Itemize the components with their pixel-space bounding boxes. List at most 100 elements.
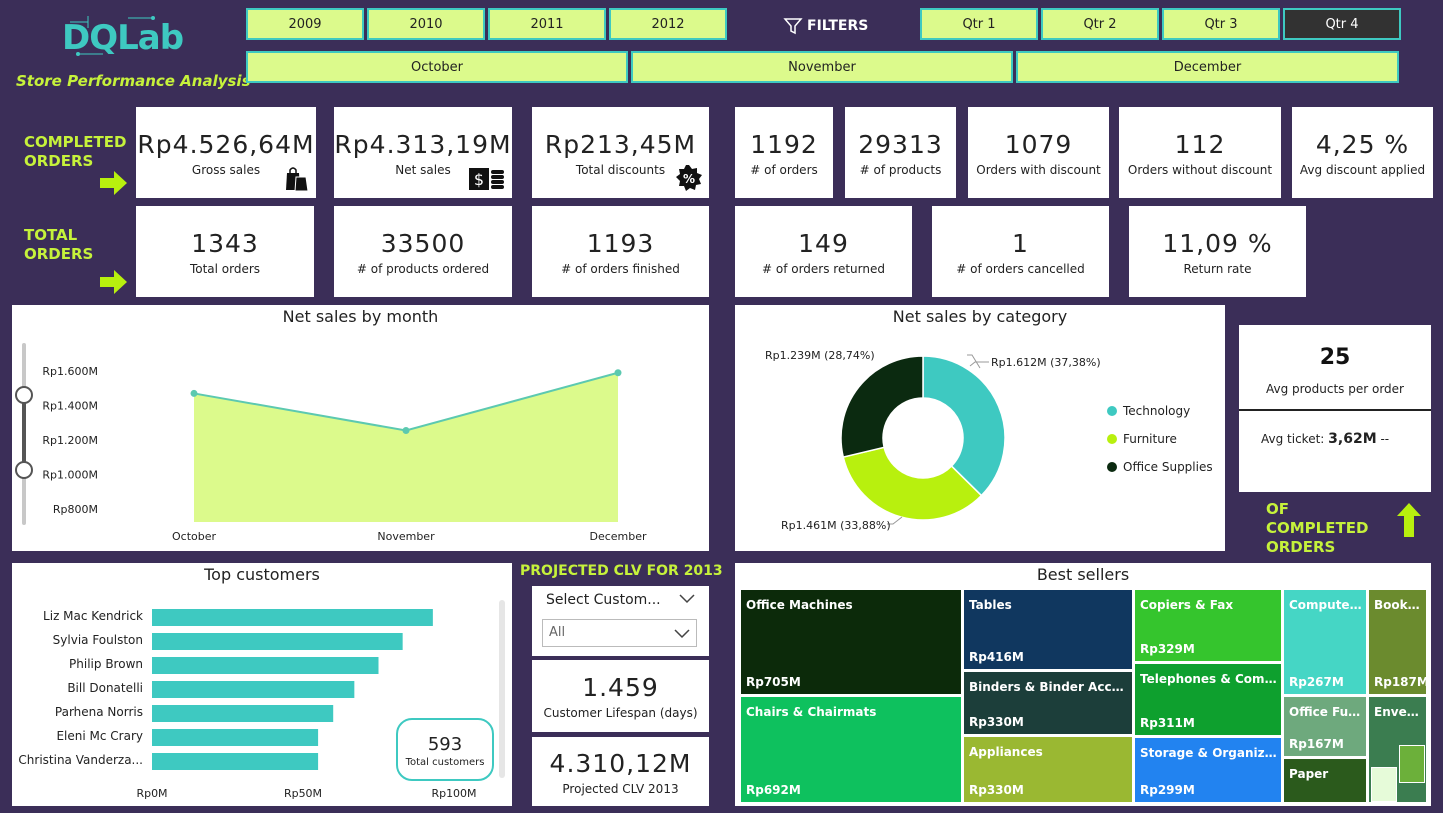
data-point[interactable]: [402, 427, 410, 435]
discount-badge-icon: %: [676, 165, 702, 191]
year-button-2012[interactable]: 2012: [609, 8, 727, 40]
treemap-tile[interactable]: Envel...: [1368, 696, 1427, 803]
treemap-subtile[interactable]: [1371, 767, 1397, 802]
customer-name: Liz Mac Kendrick: [43, 609, 143, 623]
treemap-tile[interactable]: Office Furni... Rp167M: [1283, 696, 1367, 757]
completed-orders-label: COMPLETED ORDERS: [24, 133, 127, 170]
x-tick-label: November: [377, 530, 435, 543]
quarter-button-1[interactable]: Qtr 1: [920, 8, 1038, 40]
kpi-avg-discount: 4,25 % Avg discount applied: [1292, 107, 1433, 198]
avg-ticket-suffix: --: [1380, 432, 1390, 446]
leader-line: [967, 354, 981, 369]
treemap-tile[interactable]: Computer ... Rp267M: [1283, 589, 1367, 695]
money-icon: $: [469, 168, 504, 190]
customer-bar[interactable]: [152, 681, 355, 698]
year-button-2011[interactable]: 2011: [488, 8, 606, 40]
year-button-2010[interactable]: 2010: [367, 8, 485, 40]
logo: [58, 14, 178, 64]
donut-slice-technology[interactable]: [922, 355, 1006, 497]
customer-bar[interactable]: [152, 633, 403, 650]
kpi-label: Customer Lifespan (days): [543, 706, 698, 720]
customer-bar[interactable]: [152, 705, 334, 722]
slice-label-furniture: Rp1.461M (33,88%): [781, 519, 891, 532]
treemap-tile[interactable]: Appliances Rp330M: [963, 736, 1133, 803]
customer-select[interactable]: All: [542, 619, 697, 647]
kpi-value: 1192: [750, 129, 818, 159]
data-point[interactable]: [614, 369, 622, 377]
treemap-tile[interactable]: Bookc... Rp187M: [1368, 589, 1427, 695]
treemap-tile[interactable]: Office Machines Rp705M: [740, 589, 962, 695]
month-button-november[interactable]: November: [631, 51, 1013, 83]
customer-bar[interactable]: [152, 657, 379, 674]
month-button-december[interactable]: December: [1016, 51, 1399, 83]
customer-bar[interactable]: [152, 609, 433, 626]
treemap-tile[interactable]: Telephones & Comm... Rp311M: [1134, 663, 1282, 736]
treemap-tile[interactable]: Chairs & Chairmats Rp692M: [740, 696, 962, 803]
kpi-orders-without-discount: 112 Orders without discount: [1119, 107, 1281, 198]
range-slider-handle-bottom[interactable]: [15, 461, 33, 479]
donut-slice-office-supplies[interactable]: [840, 355, 924, 458]
net-sales-category-donut: Rp1.612M (37,38%) Rp1.461M (33,88%) Rp1.…: [765, 349, 1101, 532]
treemap-tile[interactable]: Binders & Binder Access... Rp330M: [963, 671, 1133, 735]
chevron-down-icon[interactable]: [679, 594, 695, 604]
scrollbar[interactable]: [499, 600, 505, 778]
kpi-projected-clv: 4.310,12M Projected CLV 2013: [532, 737, 709, 806]
quarter-button-4[interactable]: Qtr 4: [1283, 8, 1401, 40]
logo-circuit-icon: [70, 16, 155, 56]
chart-title: Top customers: [204, 565, 320, 584]
customer-bar[interactable]: [152, 753, 319, 770]
tile-value: Rp267M: [1289, 675, 1344, 689]
tile-label: Envel...: [1374, 705, 1422, 719]
avg-products-card: 25 Avg products per order Avg ticket: 3,…: [1239, 325, 1431, 492]
month-button-october[interactable]: October: [246, 51, 628, 83]
legend-item-furniture[interactable]: Furniture: [1107, 432, 1213, 446]
treemap-tile[interactable]: Tables Rp416M: [963, 589, 1133, 670]
svg-text:%: %: [683, 172, 695, 186]
shopping-bags-icon: [286, 167, 309, 192]
quarter-button-2[interactable]: Qtr 2: [1041, 8, 1159, 40]
legend-item-technology[interactable]: Technology: [1107, 404, 1213, 418]
kpi-value: 4.310,12M: [549, 748, 692, 778]
leader-line: [887, 516, 903, 525]
legend-item-office-supplies[interactable]: Office Supplies: [1107, 460, 1213, 474]
filter-icon: [783, 18, 803, 35]
y-tick-label: Rp1.600M: [42, 365, 98, 378]
filters-label: FILTERS: [783, 16, 868, 36]
tile-label: Appliances: [969, 745, 1043, 759]
donut-slice-furniture[interactable]: [842, 446, 983, 521]
chart-title: Net sales by month: [282, 307, 439, 326]
tile-value: Rp167M: [1289, 737, 1344, 751]
x-tick-label: Rp50M: [284, 787, 322, 800]
customer-name: Parhena Norris: [54, 705, 143, 719]
range-slider-handle-top[interactable]: [15, 386, 33, 404]
tile-label: Tables: [969, 598, 1012, 612]
kpi-orders-returned: 149 # of orders returned: [735, 206, 912, 297]
treemap-subtile[interactable]: [1399, 745, 1425, 783]
tile-label: Office Furni...: [1289, 705, 1362, 719]
tile-value: Rp416M: [969, 650, 1024, 664]
kpi-label: # of orders finished: [561, 261, 680, 276]
kpi-value: 1079: [1004, 129, 1073, 159]
kpi-value: 1343: [191, 228, 259, 258]
kpi-value: 1.459: [582, 673, 659, 702]
treemap-tile[interactable]: Storage & Organizati... Rp299M: [1134, 737, 1282, 803]
treemap-tile[interactable]: Paper: [1283, 758, 1367, 803]
kpi-label: Net sales: [395, 162, 451, 177]
customer-bar[interactable]: [152, 729, 319, 746]
kpi-value: 29313: [858, 129, 943, 159]
data-point[interactable]: [190, 389, 198, 397]
x-tick-label: Rp0M: [136, 787, 167, 800]
tile-value: Rp692M: [746, 783, 801, 797]
tile-label: Paper: [1289, 767, 1329, 781]
tile-label: Storage & Organizati...: [1140, 746, 1277, 760]
quarter-button-3[interactable]: Qtr 3: [1162, 8, 1280, 40]
customer-names: Liz Mac Kendrick Sylvia Foulston Philip Br…: [12, 563, 143, 806]
avg-ticket-row: Avg ticket: 3,62M --: [1261, 431, 1389, 447]
kpi-label: Orders without discount: [1127, 162, 1273, 177]
year-button-2009[interactable]: 2009: [246, 8, 364, 40]
arrow-right-icon: [100, 270, 127, 294]
kpi-orders-cancelled: 1 # of orders cancelled: [932, 206, 1109, 297]
kpi-gross-sales: Rp4.526,64M Gross sales: [136, 107, 316, 198]
treemap-tile[interactable]: Copiers & Fax Rp329M: [1134, 589, 1282, 662]
kpi-orders: 1192 # of orders: [735, 107, 833, 198]
